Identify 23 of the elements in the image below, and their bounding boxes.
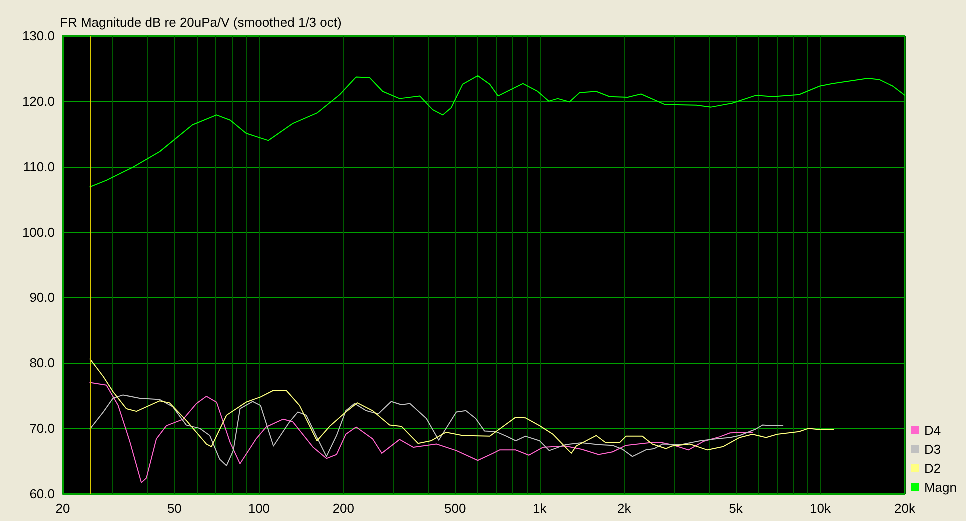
x-tick-label: 20 <box>56 501 70 516</box>
y-tick-label: 90.0 <box>30 290 55 306</box>
legend-label: Magn <box>924 480 958 495</box>
y-tick-label: 80.0 <box>30 356 55 371</box>
y-tick-label: 60.0 <box>30 486 55 502</box>
x-tick-label: 2k <box>617 501 632 516</box>
y-tick-label: 100.0 <box>22 224 55 240</box>
x-tick-label: 10k <box>810 501 832 516</box>
x-tick-label: 200 <box>332 501 355 516</box>
y-tick-label: 70.0 <box>30 421 55 436</box>
chart-title: FR Magnitude dB re 20uPa/V (smoothed 1/3 oct) <box>60 15 342 30</box>
x-tick-label: 100 <box>248 501 270 516</box>
x-tick-label: 5k <box>729 501 744 516</box>
legend-label: D2 <box>924 461 942 476</box>
x-tick-label: 500 <box>444 501 466 516</box>
y-tick-label: 120.0 <box>22 94 55 109</box>
x-tick-label: 1k <box>532 501 548 516</box>
x-tick-label: 20k <box>894 501 916 516</box>
x-tick-label: 50 <box>167 501 182 516</box>
y-tick-label: 130.0 <box>22 28 55 44</box>
y-tick-label: 110.0 <box>23 159 55 174</box>
legend-label: D4 <box>924 423 942 438</box>
legend-label: D3 <box>924 442 942 457</box>
